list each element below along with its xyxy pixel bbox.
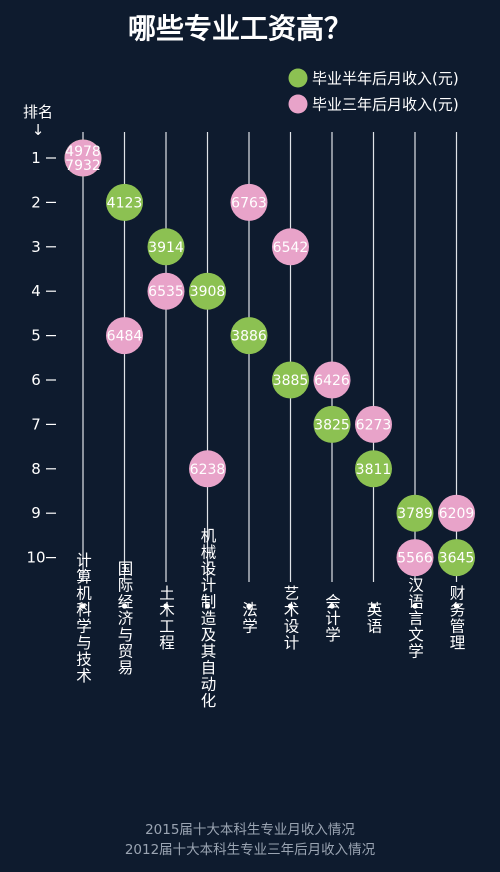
point-marker (313, 405, 351, 443)
point-marker (272, 361, 309, 399)
chart-title: 哪些专业工资高？ (128, 12, 352, 45)
category-dot (163, 603, 169, 609)
point-value-label: 3811 (356, 462, 392, 478)
point-marker (272, 228, 309, 266)
category-dot (80, 603, 86, 609)
rank-tick-label: 6 (31, 371, 41, 389)
data-points: 4978 4123 3914 3908 3886 3885 3825 3811 3789 3645… (64, 139, 475, 577)
point-value-label: 3914 (148, 240, 184, 256)
legend: 毕业半年后月收入(元) 毕业三年后月收入(元) (288, 68, 459, 114)
point-value-label: 6535 (148, 284, 184, 300)
rank-tick-label: 9 (31, 504, 41, 522)
point-value-label: 3908 (190, 284, 226, 300)
category-dot (204, 603, 211, 609)
category-dot (246, 603, 252, 609)
legend-swatch-2 (288, 94, 308, 114)
point-value-label: 6238 (190, 462, 226, 478)
point-marker (438, 494, 475, 532)
legend-label-1: 毕业半年后月收入(元) (312, 70, 459, 88)
point-value-label: 6273 (356, 417, 392, 433)
point-value-label: 3886 (231, 329, 267, 345)
down-arrow-icon: ↓ (32, 121, 45, 139)
category-dot (412, 603, 418, 609)
point-marker (396, 539, 434, 577)
rank-tick-label: 3 (31, 238, 41, 256)
category-columns: 计算机科学与技术 国际经济与贸易 土木工程 机械设计制造及其自动化 法学 艺术设计 会计学 英… (74, 132, 466, 709)
point-marker (396, 494, 434, 532)
point-value-label: 3645 (439, 551, 475, 567)
point-marker (64, 139, 102, 177)
rank-tick-label: 7 (31, 415, 41, 433)
category-label: 计算机科学与技术 (74, 552, 92, 684)
point-marker (189, 272, 226, 310)
point-value-label: 3885 (273, 373, 309, 389)
category-label: 英语 (365, 601, 383, 634)
point-marker (147, 272, 185, 310)
category-label: 汉语言文学 (406, 576, 424, 659)
rank-tick-label: 10 (26, 549, 45, 567)
point-value-label: 6484 (107, 329, 143, 345)
legend-label-2: 毕业三年后月收入(元) (312, 96, 459, 114)
point-marker (106, 317, 143, 355)
category-dot (370, 603, 377, 609)
point-marker (355, 405, 392, 443)
category-dot (287, 603, 294, 609)
point-value-label: 6542 (273, 240, 309, 256)
point-value-label: 6209 (439, 506, 475, 522)
point-marker (438, 539, 475, 577)
category-label: 财务管理 (448, 585, 466, 651)
point-value-label: 7932 (65, 158, 101, 174)
point-value-label: 4978 (65, 144, 101, 160)
point-marker (230, 317, 268, 355)
category-label: 国际经济与贸易 (116, 560, 134, 676)
point-value-label: 6426 (314, 373, 350, 389)
footnote: 2012届十大本科生专业三年后月收入情况 (125, 842, 376, 858)
point-marker (313, 361, 351, 399)
point-value-label: 4123 (107, 195, 143, 211)
category-dot (453, 603, 460, 609)
point-value-label: 5566 (397, 551, 433, 567)
point-marker (189, 450, 226, 488)
point-value-label: 6763 (231, 195, 267, 211)
point-marker (355, 450, 392, 488)
rank-axis-label: 排名 (23, 103, 53, 121)
footnote: 2015届十大本科生专业月收入情况 (145, 822, 355, 838)
category-label: 会计学 (323, 593, 341, 643)
point-marker (106, 183, 143, 221)
category-label: 法学 (240, 601, 258, 634)
point-value-label: 3789 (397, 506, 433, 522)
rank-axis: 排名↓ 1 2 3 4 5 6 7 8 9 10 (23, 103, 56, 567)
rank-tick-label: 1 (31, 149, 41, 167)
point-marker (147, 228, 185, 266)
category-label: 艺术设计 (282, 585, 300, 651)
rank-tick-label: 5 (31, 327, 41, 345)
category-dot (121, 603, 128, 609)
point-value-label: 3825 (314, 417, 350, 433)
legend-swatch-1 (288, 68, 308, 88)
point-marker (230, 183, 268, 221)
category-label: 机械设计制造及其自动化 (199, 527, 217, 709)
rank-tick-label: 2 (31, 193, 41, 211)
rank-tick-label: 8 (31, 460, 41, 478)
footnotes: 2015届十大本科生专业月收入情况 2012届十大本科生专业三年后月收入情况 (125, 822, 376, 858)
category-label: 土木工程 (157, 585, 175, 651)
rank-tick-label: 4 (31, 282, 41, 300)
category-dot (329, 603, 335, 609)
